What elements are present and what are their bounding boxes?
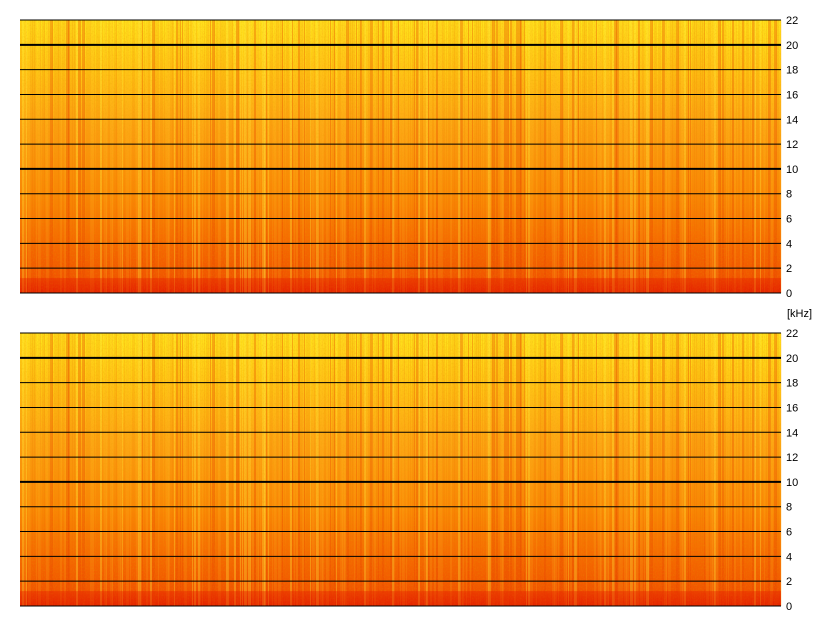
spectrogram-texture [20,20,782,293]
spectrogram-texture [20,333,782,606]
tick-label-0: 0 [786,288,792,300]
frequency-gridlines [20,332,781,607]
tick-label-14: 14 [786,427,798,439]
frequency-gridlines [20,19,781,294]
y-unit-label: [kHz] [787,308,812,320]
spectrogram-top-channel: 0 2 4 6 8 10 12 14 16 18 20 22 [20,15,798,300]
spectrogram-bottom-channel: 0 2 4 6 8 10 12 14 16 18 20 22 [20,328,798,613]
tick-label-10: 10 [786,477,798,489]
tick-label-16: 16 [786,402,798,414]
tick-label-20: 20 [786,40,798,52]
frequency-tick-labels: 0 2 4 6 8 10 12 14 16 18 20 22 [786,15,798,300]
tick-label-4: 4 [786,551,792,563]
frequency-tick-labels: 0 2 4 6 8 10 12 14 16 18 20 22 [786,328,798,613]
tick-label-6: 6 [786,527,792,539]
tick-label-4: 4 [786,238,792,250]
tick-label-22: 22 [786,328,798,340]
tick-label-22: 22 [786,15,798,27]
tick-label-8: 8 [786,189,792,201]
tick-label-6: 6 [786,214,792,226]
tick-label-12: 12 [786,452,798,464]
tick-label-2: 2 [786,263,792,275]
tick-label-8: 8 [786,502,792,514]
tick-label-16: 16 [786,89,798,101]
tick-label-0: 0 [786,601,792,613]
tick-label-12: 12 [786,139,798,151]
tick-label-14: 14 [786,114,798,126]
tick-label-2: 2 [786,576,792,588]
tick-label-20: 20 [786,353,798,365]
tick-label-10: 10 [786,164,798,176]
tick-label-18: 18 [786,65,798,77]
tick-label-18: 18 [786,378,798,390]
